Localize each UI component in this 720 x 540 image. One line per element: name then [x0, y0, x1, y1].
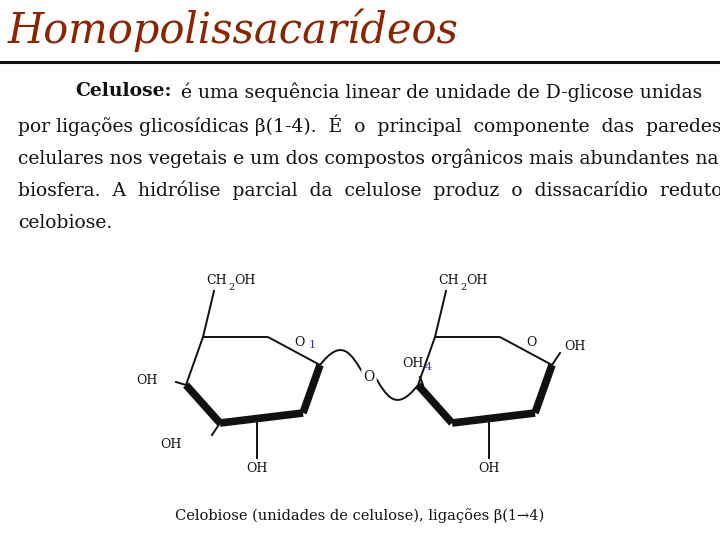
Text: O: O	[294, 336, 304, 349]
Text: O: O	[364, 370, 374, 384]
Text: celobiose.: celobiose.	[18, 214, 112, 232]
Text: 2: 2	[460, 282, 467, 292]
Text: OH: OH	[402, 357, 423, 370]
Text: Celulose:: Celulose:	[75, 82, 171, 100]
Text: Celobiose (unidades de celulose), ligações β(1→4): Celobiose (unidades de celulose), ligaçõ…	[176, 508, 544, 523]
Text: OH: OH	[161, 438, 181, 451]
Text: O: O	[526, 336, 536, 349]
Text: OH: OH	[234, 274, 256, 287]
Text: biosfera.  A  hidrólise  parcial  da  celulose  produz  o  dissacarídio  redutor: biosfera. A hidrólise parcial da celulos…	[18, 181, 720, 200]
Text: Homopolissacarídeos: Homopolissacarídeos	[8, 8, 459, 51]
Text: OH: OH	[564, 341, 585, 354]
Text: OH: OH	[137, 374, 158, 387]
Text: é uma sequência linear de unidade de D-glicose unidas: é uma sequência linear de unidade de D-g…	[175, 82, 702, 102]
Text: 2: 2	[228, 282, 234, 292]
Text: OH: OH	[246, 462, 267, 475]
Text: OH: OH	[466, 274, 487, 287]
Text: OH: OH	[478, 462, 499, 475]
Text: CH: CH	[206, 274, 227, 287]
Text: por ligações glicosídicas β(1-4).  É  o  principal  componente  das  paredes: por ligações glicosídicas β(1-4). É o pr…	[18, 115, 720, 137]
Text: 4: 4	[424, 362, 431, 372]
Text: celulares nos vegetais e um dos compostos orgânicos mais abundantes na: celulares nos vegetais e um dos composto…	[18, 148, 719, 167]
Text: CH: CH	[438, 274, 459, 287]
Text: 1: 1	[308, 340, 315, 350]
